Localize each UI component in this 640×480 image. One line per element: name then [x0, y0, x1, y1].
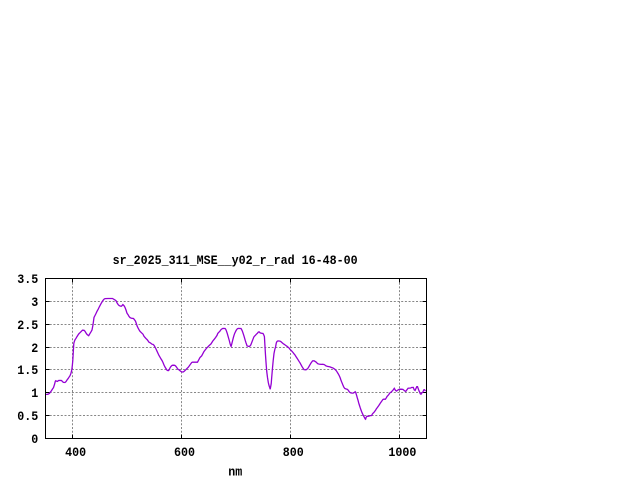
svg-text:3.5: 3.5	[17, 272, 38, 287]
svg-text:3: 3	[31, 295, 38, 310]
svg-text:1.5: 1.5	[17, 363, 38, 378]
svg-text:1: 1	[31, 386, 38, 401]
svg-text:0: 0	[31, 432, 38, 447]
svg-text:2: 2	[31, 341, 38, 356]
svg-text:600: 600	[174, 445, 195, 460]
svg-text:400: 400	[65, 445, 86, 460]
svg-text:2.5: 2.5	[17, 318, 38, 333]
svg-text:nm: nm	[228, 464, 242, 479]
svg-text:sr_2025_311_MSE__y02_r_rad 16-: sr_2025_311_MSE__y02_r_rad 16-48-00	[113, 253, 358, 268]
svg-text:800: 800	[283, 445, 304, 460]
svg-text:1000: 1000	[388, 445, 416, 460]
svg-text:0.5: 0.5	[17, 409, 38, 424]
